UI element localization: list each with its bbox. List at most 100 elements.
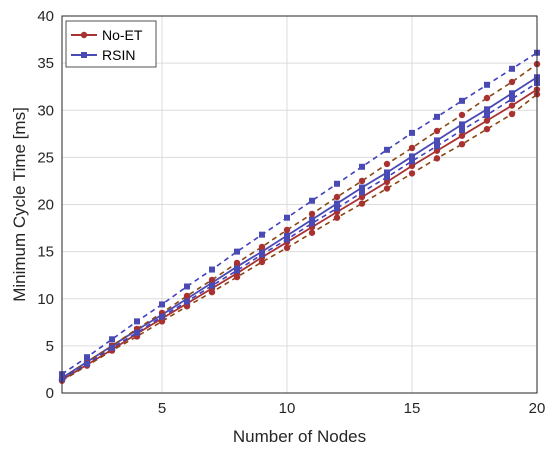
data-point (459, 127, 465, 134)
y-tick-label: 30 (37, 102, 54, 119)
tick-labels: 5 10 15 20 0 5 10 15 20 25 30 35 40 (37, 8, 545, 417)
data-point (434, 143, 440, 150)
data-point (333, 214, 341, 221)
data-point (433, 155, 441, 162)
data-point (209, 282, 215, 289)
series-line (61, 76, 538, 379)
y-tick-label: 5 (46, 338, 54, 355)
data-point (258, 243, 266, 251)
y-tick-label: 20 (37, 197, 54, 214)
y-tick-label: 15 (37, 244, 54, 261)
data-point (234, 263, 240, 270)
data-point (458, 111, 466, 119)
data-point (284, 214, 290, 221)
data-point (358, 193, 366, 201)
series-line (61, 82, 538, 380)
data-point (333, 193, 341, 201)
x-tick-label: 15 (404, 400, 421, 417)
data-point (259, 251, 265, 258)
series-line (61, 63, 538, 380)
data-point (258, 258, 266, 266)
data-point (508, 78, 516, 86)
plot-area-border (61, 15, 538, 394)
data-point (484, 111, 490, 118)
data-point (459, 121, 465, 128)
data-point (284, 232, 290, 239)
series-0 (58, 86, 541, 384)
data-point (183, 303, 191, 310)
y-axis-title: Minimum Cycle Time [ms] (10, 107, 29, 302)
data-point (483, 117, 491, 124)
data-point (184, 298, 190, 305)
data-point (183, 292, 191, 300)
series-2 (58, 91, 541, 384)
data-point (233, 259, 241, 267)
data-point (109, 344, 115, 351)
y-tick-label: 40 (37, 8, 54, 25)
y-tick-label: 35 (37, 55, 54, 72)
data-point (509, 95, 515, 102)
data-point (334, 180, 340, 187)
legend-marker-rsin (81, 52, 87, 58)
data-point (234, 248, 240, 255)
data-point (484, 81, 490, 88)
data-point (409, 153, 415, 160)
legend-box (65, 20, 157, 68)
data-point (384, 174, 390, 181)
data-point (434, 113, 440, 120)
x-tick-label: 5 (158, 400, 166, 417)
data-point (208, 276, 216, 284)
data-point (408, 170, 416, 177)
legend: No-ET RSIN (65, 20, 157, 68)
data-point (209, 266, 215, 273)
series-line (61, 52, 538, 375)
data-point (509, 90, 515, 97)
series-layer (58, 49, 541, 384)
data-point (309, 220, 315, 227)
data-point (483, 125, 491, 133)
legend-label-no-et: No-ET (102, 27, 143, 43)
y-tick-label: 0 (46, 385, 54, 402)
data-point (359, 163, 365, 170)
data-point (459, 97, 465, 104)
data-point (408, 144, 416, 152)
data-point (409, 158, 415, 165)
y-tick-label: 25 (37, 149, 54, 166)
data-point (433, 127, 441, 135)
data-point (409, 129, 415, 136)
data-point (358, 200, 366, 207)
legend-marker-no-et (80, 31, 88, 39)
series-4 (59, 79, 540, 382)
data-point (483, 94, 491, 102)
data-point (383, 160, 391, 168)
legend-label-rsin: RSIN (102, 47, 135, 63)
data-point (433, 147, 441, 154)
data-point (359, 189, 365, 196)
series-3 (58, 60, 541, 383)
data-point (508, 110, 516, 118)
data-point (284, 236, 290, 243)
data-point (358, 177, 366, 185)
data-point (458, 132, 466, 139)
data-point (359, 184, 365, 191)
y-tick-label: 10 (37, 291, 54, 308)
data-point (434, 137, 440, 144)
data-point (208, 288, 216, 296)
data-point (383, 178, 391, 186)
x-axis-title: Number of Nodes (233, 427, 366, 446)
data-point (509, 65, 515, 72)
data-point (334, 200, 340, 207)
data-point (84, 354, 90, 361)
data-point (184, 283, 190, 290)
data-point (84, 360, 90, 367)
data-point (158, 318, 166, 325)
data-point (384, 169, 390, 176)
data-point (109, 336, 115, 343)
data-point (408, 162, 416, 170)
series-5 (59, 49, 540, 378)
data-point (383, 185, 391, 192)
data-point (308, 210, 316, 218)
data-point (159, 313, 165, 320)
data-point (159, 301, 165, 308)
